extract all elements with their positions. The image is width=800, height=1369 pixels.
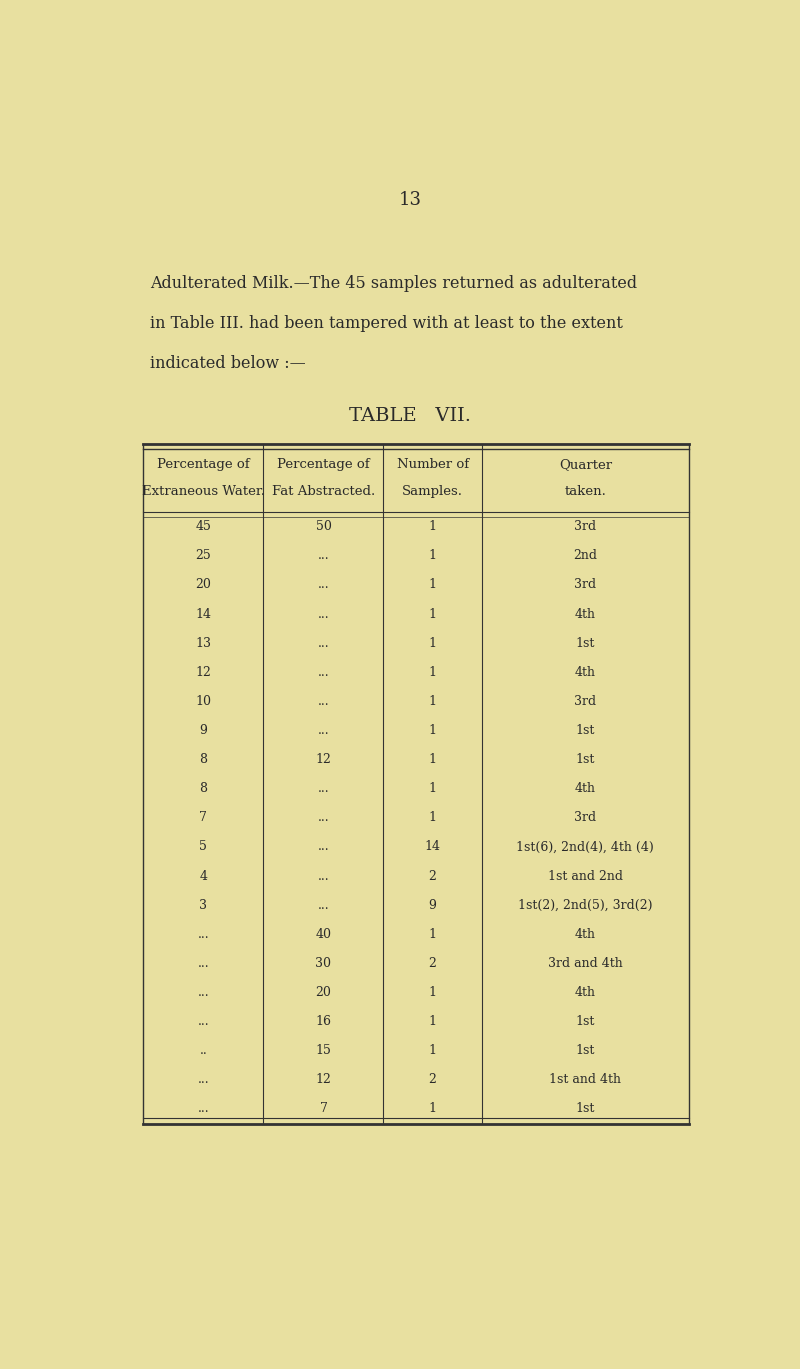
Text: 1st and 4th: 1st and 4th [550,1073,622,1087]
Text: 1: 1 [429,1016,437,1028]
Text: 7: 7 [199,812,207,824]
Text: 25: 25 [195,549,211,563]
Text: ...: ... [318,724,330,737]
Text: 30: 30 [315,957,331,969]
Text: 1: 1 [429,1102,437,1116]
Text: 4th: 4th [575,986,596,999]
Text: 14: 14 [195,608,211,620]
Text: ...: ... [318,898,330,912]
Text: ...: ... [318,869,330,883]
Text: 4th: 4th [575,782,596,795]
Text: taken.: taken. [564,485,606,498]
Text: 4th: 4th [575,608,596,620]
Text: 1: 1 [429,695,437,708]
Text: 9: 9 [199,724,207,737]
Text: ...: ... [198,957,210,969]
Text: 13: 13 [195,637,211,650]
Text: 10: 10 [195,695,211,708]
Text: 3rd and 4th: 3rd and 4th [548,957,622,969]
Text: Samples.: Samples. [402,485,463,498]
Text: 8: 8 [199,782,207,795]
Text: Adulterated Milk.—The 45 samples returned as adulterated: Adulterated Milk.—The 45 samples returne… [150,275,637,292]
Text: 1st: 1st [576,637,595,650]
Text: 1: 1 [429,928,437,941]
Text: 16: 16 [315,1016,331,1028]
Text: Quarter: Quarter [558,457,612,471]
Text: 2: 2 [429,869,437,883]
Text: ...: ... [318,782,330,795]
Text: ...: ... [318,695,330,708]
Text: 2nd: 2nd [574,549,598,563]
Text: Extraneous Water.: Extraneous Water. [142,485,265,498]
Text: 1: 1 [429,665,437,679]
Text: 12: 12 [195,665,211,679]
Text: ...: ... [318,637,330,650]
Text: 1st: 1st [576,1102,595,1116]
Text: 1st: 1st [576,1045,595,1057]
Text: 4th: 4th [575,665,596,679]
Text: 5: 5 [199,841,207,853]
Text: 1st: 1st [576,1016,595,1028]
Text: 40: 40 [315,928,331,941]
Text: 1: 1 [429,812,437,824]
Text: 2: 2 [429,1073,437,1087]
Text: ...: ... [198,1016,210,1028]
Text: ...: ... [318,579,330,591]
Text: 2: 2 [429,957,437,969]
Text: 1: 1 [429,549,437,563]
Text: 9: 9 [429,898,437,912]
Text: ...: ... [318,841,330,853]
Text: 1: 1 [429,637,437,650]
Text: 3rd: 3rd [574,812,596,824]
Text: 3rd: 3rd [574,579,596,591]
Text: 1: 1 [429,753,437,767]
Text: 1st(6), 2nd(4), 4th (4): 1st(6), 2nd(4), 4th (4) [517,841,654,853]
Text: ...: ... [318,812,330,824]
Text: ...: ... [318,608,330,620]
Text: 4th: 4th [575,928,596,941]
Text: ...: ... [198,1073,210,1087]
Text: 3rd: 3rd [574,695,596,708]
Text: 15: 15 [315,1045,331,1057]
Text: 1: 1 [429,782,437,795]
Text: 50: 50 [315,520,331,533]
Text: 1st: 1st [576,753,595,767]
Text: 8: 8 [199,753,207,767]
Text: 14: 14 [425,841,441,853]
Text: 1: 1 [429,608,437,620]
Text: ..: .. [199,1045,207,1057]
Text: ...: ... [318,549,330,563]
Text: 12: 12 [315,753,331,767]
Text: in Table III. had been tampered with at least to the extent: in Table III. had been tampered with at … [150,315,622,333]
Text: indicated below :—: indicated below :— [150,355,306,372]
Text: 4: 4 [199,869,207,883]
Text: ...: ... [318,665,330,679]
Text: ...: ... [198,928,210,941]
Text: Number of: Number of [397,457,469,471]
Text: 13: 13 [398,190,422,208]
Text: 1: 1 [429,1045,437,1057]
Text: Percentage of: Percentage of [157,457,250,471]
Text: 1: 1 [429,579,437,591]
Text: 1st and 2nd: 1st and 2nd [548,869,623,883]
Text: 1st(2), 2nd(5), 3rd(2): 1st(2), 2nd(5), 3rd(2) [518,898,653,912]
Text: 12: 12 [315,1073,331,1087]
Text: TABLE   VII.: TABLE VII. [349,407,471,424]
Text: 20: 20 [315,986,331,999]
Text: 1: 1 [429,724,437,737]
Text: ...: ... [198,986,210,999]
Text: 1st: 1st [576,724,595,737]
Text: 1: 1 [429,520,437,533]
Text: 3: 3 [199,898,207,912]
Text: 1: 1 [429,986,437,999]
Text: Percentage of: Percentage of [277,457,370,471]
Text: 3rd: 3rd [574,520,596,533]
Text: Fat Abstracted.: Fat Abstracted. [272,485,375,498]
Text: 45: 45 [195,520,211,533]
Text: 20: 20 [195,579,211,591]
Text: 7: 7 [319,1102,327,1116]
Text: ...: ... [198,1102,210,1116]
